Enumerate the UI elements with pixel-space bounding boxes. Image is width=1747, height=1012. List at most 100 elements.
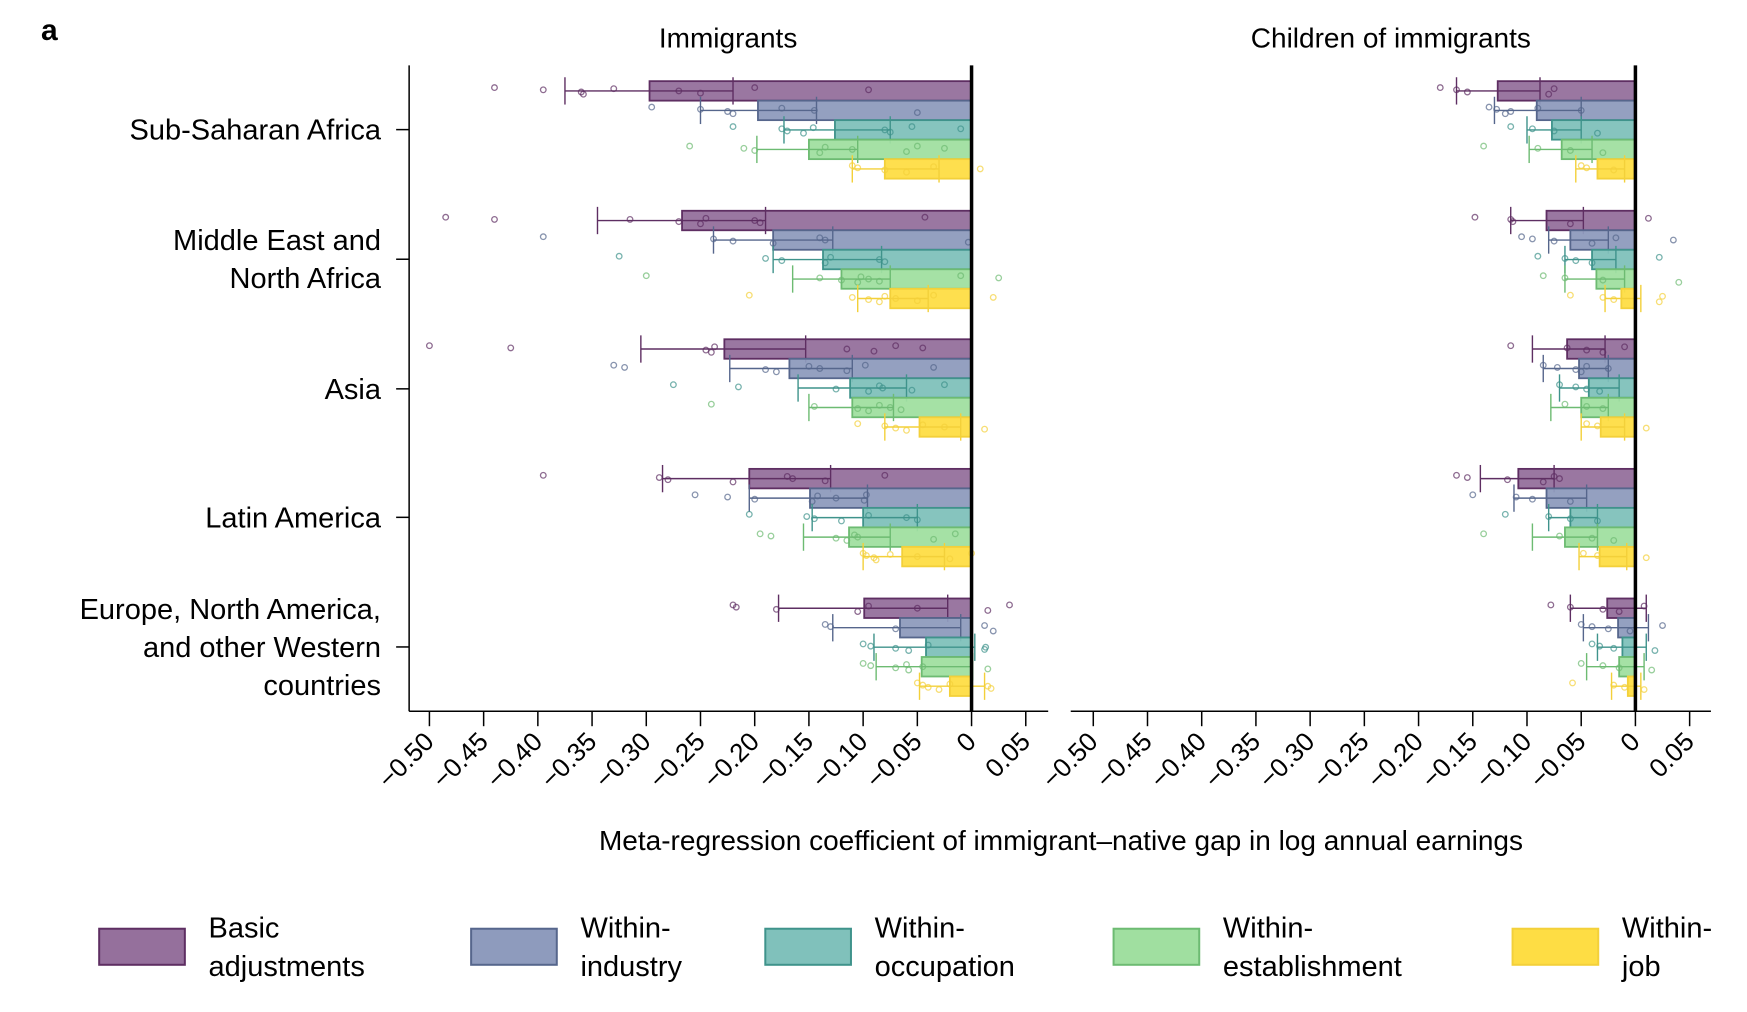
data-point [865,86,873,94]
legend-item-within-establishment: Within-establishment [1112,913,1402,983]
data-point [740,144,748,152]
data-point [892,644,900,652]
data-point [865,296,873,304]
panel-children-of-immigrants: Children of immigrants−0.50−0.45−0.40−0.… [1036,22,1711,794]
legend-label: job [1621,951,1661,983]
y-axis-labels: Sub-Saharan Africa Middle East and North A… [80,115,382,702]
data-point [1572,257,1580,265]
data-point [1583,420,1591,428]
data-point [1534,144,1542,152]
data-point [729,123,737,131]
data-point [881,422,889,430]
data-point [751,84,759,92]
data-point [832,534,840,542]
category-label: Asia [325,374,382,406]
data-point [989,627,997,635]
data-point [908,123,916,131]
data-point [903,148,910,156]
data-point [935,686,943,693]
x-tick-label: −0.30 [589,726,657,794]
data-point [1621,683,1629,691]
data-point [924,641,932,649]
data-point [1648,666,1656,674]
data-point [809,124,817,132]
data-point [892,295,900,302]
data-point [1550,85,1558,93]
x-tick-label: −0.35 [1198,726,1266,794]
data-point [729,478,737,486]
data-point [903,514,910,522]
data-point [886,404,894,411]
data-point [1610,166,1618,174]
series-within-occupation [615,116,990,661]
data-point [664,476,672,484]
data-point [913,604,921,612]
category-label: Middle East and [173,225,381,257]
data-point [1594,129,1601,137]
data-point [837,517,845,525]
data-point [1599,149,1607,157]
legend-swatch [98,927,186,966]
data-point [881,258,889,266]
data-point [1453,86,1460,94]
data-point [767,532,775,540]
data-point [1569,679,1576,687]
data-point [778,104,786,112]
x-tick-label: −0.10 [1469,726,1537,794]
data-point [655,474,663,481]
data-point [821,477,829,485]
data-point [1583,362,1591,370]
data-point [1534,252,1542,260]
data-point [984,606,992,614]
data-point [1588,259,1596,267]
data-point [1577,162,1585,170]
data-point [707,348,715,356]
panel-immigrants: Immigrants −0.50−0.45−0.40−0.35−0.30−0.25… [372,22,1049,794]
data-point [1566,603,1574,611]
data-point [803,513,811,520]
data-point [903,661,910,668]
data-point [729,110,737,118]
data-point [1471,213,1479,221]
data-point [881,471,889,479]
x-tick-label: −0.30 [1253,726,1321,794]
data-point [1594,552,1601,559]
data-point [621,363,629,371]
data-point [810,106,818,114]
data-point [425,342,433,350]
data-point [827,253,835,261]
data-point [810,402,818,410]
data-point [724,493,732,501]
data-point [675,87,683,95]
data-point [865,511,873,519]
data-point [1644,214,1652,222]
data-point [642,272,650,280]
data-point [751,147,759,154]
data-point [995,274,1003,282]
data-point [957,125,965,133]
data-point [1577,620,1585,628]
data-point [892,424,900,432]
category-label: Sub-Saharan Africa [130,115,382,147]
data-point [1594,422,1601,430]
data-point [930,363,938,371]
data-point [1604,365,1612,372]
data-point [810,515,818,523]
data-point [1669,236,1677,244]
data-point [1583,346,1591,354]
x-tick-label: −0.40 [480,726,548,794]
data-point [648,103,656,111]
data-point [941,381,948,389]
data-point [669,381,677,389]
x-tick-label: −0.05 [860,726,928,794]
x-tick-label: −0.50 [372,726,440,794]
data-point [1615,608,1623,615]
data-point [989,293,997,301]
data-point [507,344,515,352]
data-point [675,218,683,226]
data-point [981,425,989,433]
data-point [1577,368,1585,376]
data-point [919,663,927,671]
data-point [1501,110,1509,118]
data-point [854,164,862,172]
